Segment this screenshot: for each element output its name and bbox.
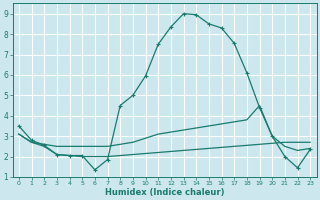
X-axis label: Humidex (Indice chaleur): Humidex (Indice chaleur) [105,188,224,197]
